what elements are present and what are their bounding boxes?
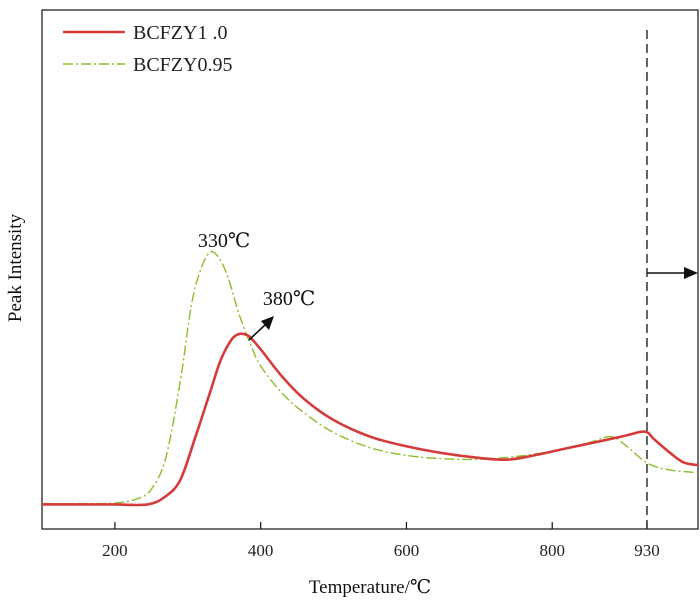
arrow-peak-line [248, 323, 267, 341]
plot-frame [41, 9, 699, 530]
x-tick-label-400: 400 [248, 541, 274, 560]
arrow-right-head [684, 267, 698, 279]
x-tick-label-600: 600 [394, 541, 420, 560]
series-line-bcfzy095 [41, 250, 699, 505]
annotation-330: 330℃ [198, 230, 250, 252]
series-line-bcfzy1 [41, 332, 699, 507]
annotation-380: 380℃ [263, 288, 315, 310]
x-tick-label-930: 930 [634, 541, 660, 560]
series-layer [41, 250, 699, 507]
arrow-peak-head [261, 316, 274, 330]
x-ticks: 200 400 600 800 930 [102, 522, 660, 560]
y-axis-title: Peak Intensity [5, 213, 26, 322]
x-axis-title: Temperature/℃ [309, 577, 431, 598]
legend-label-bcfzy1: BCFZY1 .0 [133, 22, 227, 44]
legend: BCFZY1 .0 BCFZY0.95 [63, 22, 232, 76]
x-tick-label-800: 800 [539, 541, 565, 560]
x-tick-label-200: 200 [102, 541, 128, 560]
legend-label-bcfzy095: BCFZY0.95 [133, 54, 232, 76]
